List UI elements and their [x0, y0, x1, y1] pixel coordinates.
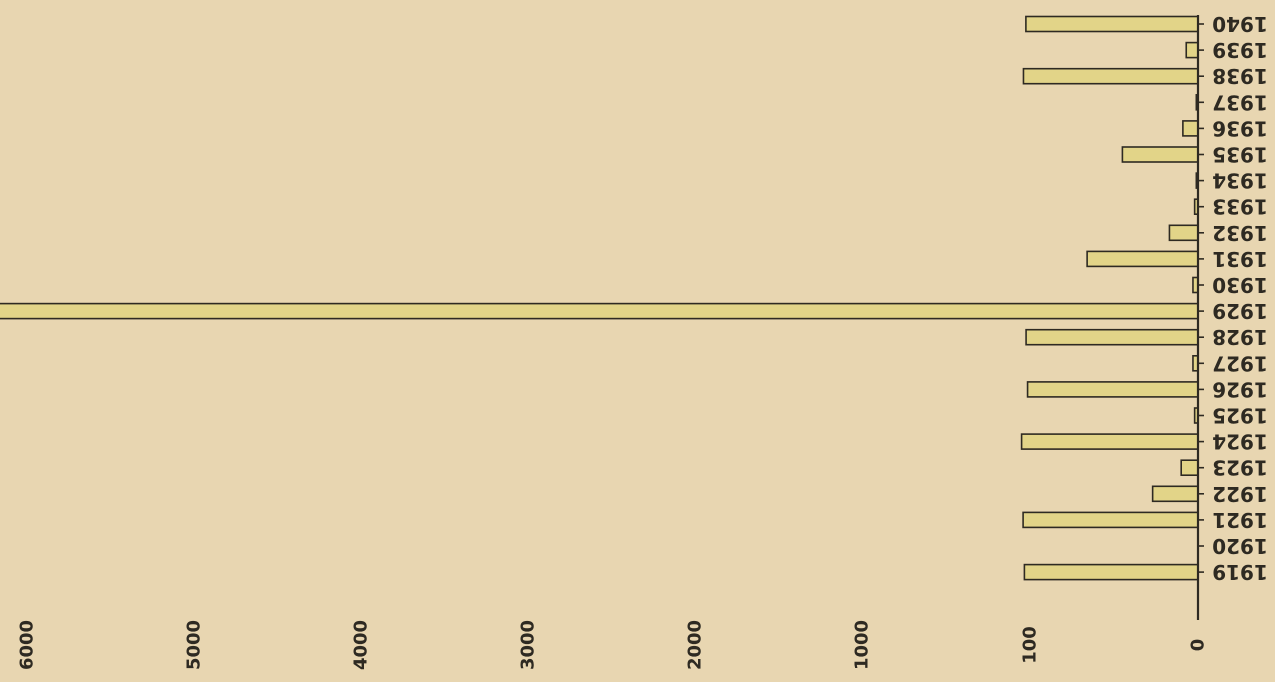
bar-1936 — [1182, 120, 1199, 137]
y-tick-label: 1931 — [1212, 247, 1268, 271]
bar-1935 — [1121, 146, 1199, 163]
bar-1939 — [1185, 41, 1199, 59]
x-tick-label: 3000 — [518, 620, 539, 670]
bar-1931 — [1086, 250, 1199, 268]
y-tick-label: 1926 — [1212, 377, 1268, 401]
y-tick-label: 1928 — [1212, 325, 1268, 349]
bar-1932 — [1168, 224, 1199, 242]
bar-1940 — [1025, 15, 1199, 33]
x-tick-label: 2000 — [685, 620, 706, 670]
y-tick-label: 1935 — [1212, 143, 1268, 167]
bar-1926 — [1026, 381, 1199, 398]
y-tick-label: 1937 — [1212, 90, 1268, 114]
bar-1929 — [0, 302, 1199, 320]
y-tick-label: 1936 — [1212, 116, 1268, 140]
x-tick-label: 100 — [1020, 626, 1041, 664]
bar-1924 — [1020, 433, 1199, 450]
x-tick-label: 5000 — [184, 620, 205, 670]
x-tick-label: 6000 — [17, 620, 38, 670]
bar-1928 — [1025, 328, 1199, 346]
y-tick-label: 1924 — [1212, 430, 1268, 454]
y-tick-label: 1922 — [1212, 482, 1268, 506]
bar-1922 — [1151, 485, 1199, 503]
bar-1938 — [1022, 67, 1199, 85]
y-tick-label: 1933 — [1212, 195, 1268, 219]
x-tick-label: 0 — [1188, 639, 1209, 652]
y-tick-label: 1938 — [1212, 64, 1268, 88]
x-tick-label: 1000 — [852, 620, 873, 670]
x-tick-label: 4000 — [351, 620, 372, 670]
y-tick-label: 1930 — [1212, 273, 1268, 297]
y-tick-label: 1921 — [1212, 508, 1268, 532]
y-tick-label: 1932 — [1212, 221, 1268, 245]
axes-layer — [1196, 15, 1204, 620]
y-tick-label: 1919 — [1212, 560, 1268, 584]
y-tick-label: 1920 — [1212, 534, 1268, 558]
y-tick-label: 1923 — [1212, 456, 1268, 480]
y-tick-label: 1925 — [1212, 404, 1268, 428]
y-tick-label: 1939 — [1212, 38, 1268, 62]
bar-1919 — [1023, 563, 1199, 581]
y-tick-label: 1929 — [1212, 299, 1268, 323]
bar-1921 — [1022, 511, 1199, 529]
y-tick-label: 1927 — [1212, 351, 1268, 375]
y-tick-label: 1934 — [1212, 169, 1268, 193]
bars-layer — [0, 15, 1199, 581]
bar-1923 — [1180, 459, 1199, 477]
y-tick-label: 1940 — [1212, 12, 1268, 36]
